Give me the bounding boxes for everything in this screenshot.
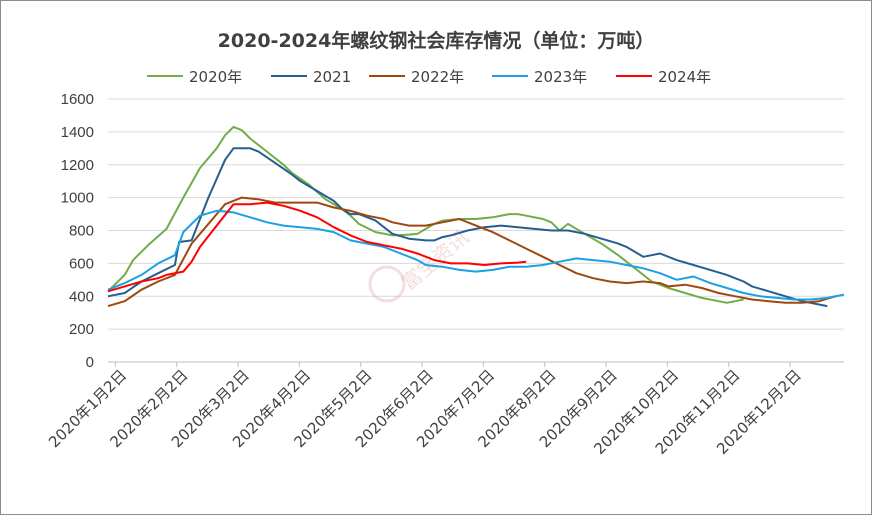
series-line-0 bbox=[107, 125, 744, 304]
y-tick-label: 1000 bbox=[61, 190, 94, 207]
y-tick-label: 1200 bbox=[61, 157, 94, 174]
y-axis: 0 200 400 600 800 1000 1200 1400 1600 bbox=[61, 91, 94, 371]
y-tick-label: 800 bbox=[69, 223, 94, 240]
chart-title: 2020-2024年螺纹钢社会库存情况（单位：万吨） bbox=[218, 29, 655, 52]
series-line-3 bbox=[107, 209, 845, 301]
x-axis: 2020年1月2日2020年2月2日2020年3月2日2020年4月2日2020… bbox=[45, 362, 805, 458]
legend-label: 2020年 bbox=[189, 68, 242, 86]
y-tick-label: 1600 bbox=[61, 91, 94, 108]
series-line-1 bbox=[107, 147, 828, 308]
legend-label: 2024年 bbox=[658, 68, 711, 86]
y-tick-label: 1400 bbox=[61, 124, 94, 141]
series-line-2 bbox=[107, 196, 836, 308]
series-group bbox=[107, 125, 845, 308]
y-tick-label: 400 bbox=[69, 288, 94, 305]
legend-label: 2021 bbox=[313, 68, 351, 86]
legend-label: 2023年 bbox=[534, 68, 587, 86]
y-tick-label: 200 bbox=[69, 321, 94, 338]
y-tick-label: 600 bbox=[69, 255, 94, 272]
gridlines bbox=[108, 98, 844, 363]
legend-label: 2022年 bbox=[411, 68, 464, 86]
series-line-4 bbox=[107, 201, 527, 293]
watermark-logo-icon bbox=[368, 265, 406, 303]
y-tick-label: 0 bbox=[86, 354, 94, 371]
legend: 2020年 2021 2022年 2023年 2024年 bbox=[147, 68, 711, 86]
